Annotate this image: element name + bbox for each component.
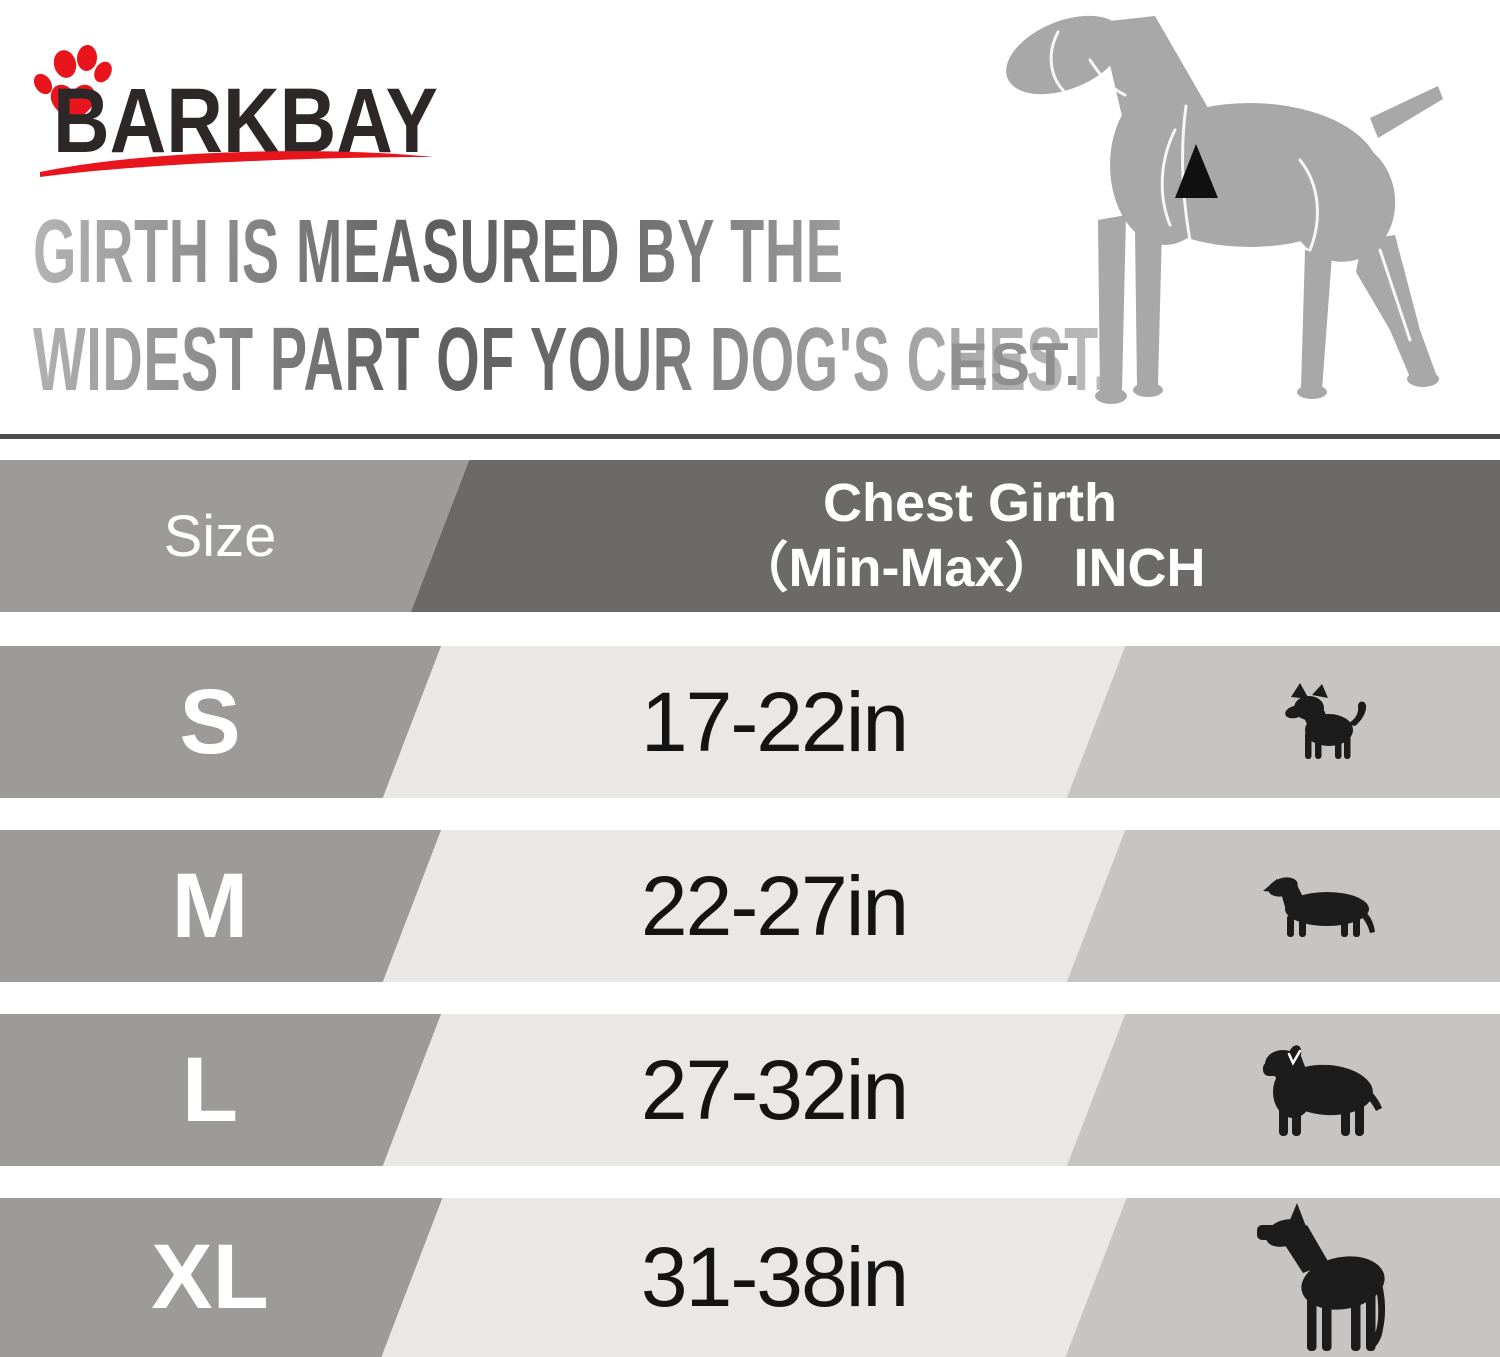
thigh-line — [1298, 158, 1319, 252]
dachshund-icon — [1263, 877, 1375, 937]
table-row-m: M 22-27in — [0, 830, 1500, 982]
ear-mark — [1287, 1049, 1301, 1066]
paw-icon — [33, 45, 112, 122]
header-size-cell: Size — [60, 460, 380, 612]
table-row-s: S 17-22in — [0, 646, 1500, 798]
great-dane-icon — [1257, 1202, 1386, 1351]
size-value: XL — [151, 1226, 269, 1328]
table-header-row: Size Chest Girth （Min-Max） INCH — [0, 460, 1500, 612]
chest-arrow-icon — [1175, 144, 1218, 198]
size-value: M — [171, 854, 249, 957]
chihuahua-icon — [1285, 683, 1367, 759]
dog-head — [1006, 15, 1124, 95]
girth-measure-line — [1181, 104, 1192, 242]
table-top-rule — [0, 434, 1500, 439]
dog-icon-cell — [1176, 1198, 1476, 1357]
barkbay-logo: BARKBAY — [25, 30, 455, 185]
size-value: S — [179, 670, 241, 773]
girth-value: 17-22in — [640, 674, 909, 769]
barkbay-logo-art: BARKBAY — [33, 45, 438, 177]
logo-swoosh — [40, 151, 433, 177]
size-value: L — [181, 1038, 239, 1141]
girth-value: 22-27in — [640, 858, 909, 953]
dog-tail — [1370, 86, 1443, 138]
girth-column-label-line2: （Min-Max） INCH — [734, 538, 1206, 598]
dog-thigh — [1284, 138, 1396, 262]
girth-column-label-line1: Chest Girth — [822, 473, 1118, 534]
table-row-xl: XL 31-38in — [0, 1198, 1500, 1357]
header-girth-cell: Chest Girth （Min-Max） INCH — [470, 460, 1470, 612]
girth-value: 31-38in — [640, 1230, 909, 1324]
ear-line — [1049, 30, 1090, 99]
dog-icon-cell — [1176, 646, 1476, 798]
jaw-line — [1088, 58, 1127, 97]
size-column-label: Size — [163, 503, 277, 569]
dog-icon-cell — [1176, 830, 1476, 982]
hock-line — [1378, 248, 1412, 342]
rottweiler-icon — [1262, 1045, 1382, 1136]
est-label: EST. — [948, 331, 1083, 398]
shoulder-line — [1160, 128, 1177, 227]
measurement-dog-illustration — [1006, 15, 1443, 404]
girth-value: 27-32in — [640, 1042, 909, 1137]
table-row-l: L 27-32in — [0, 1014, 1500, 1166]
dog-icon-cell — [1176, 1014, 1476, 1166]
